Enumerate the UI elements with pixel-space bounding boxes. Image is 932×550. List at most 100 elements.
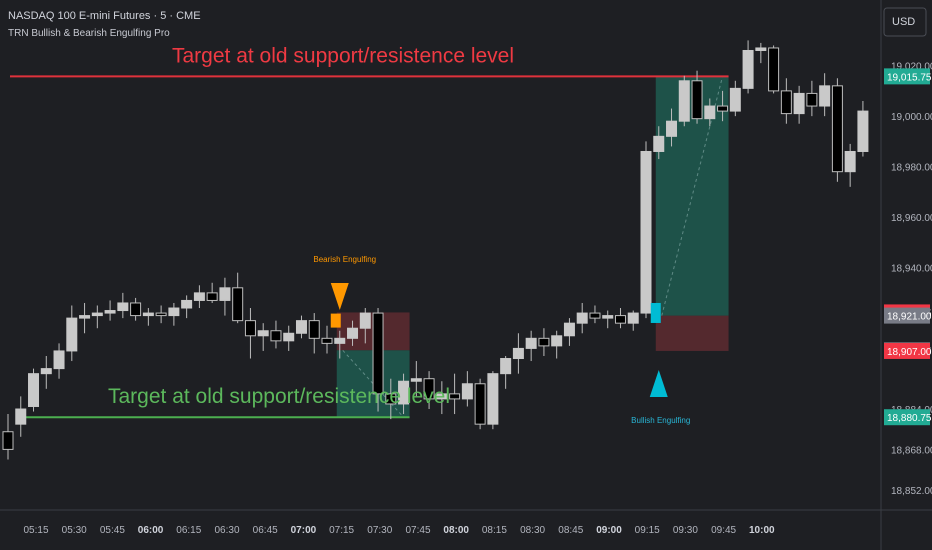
bullish-candle-body bbox=[296, 321, 306, 334]
time-tick-label: 05:30 bbox=[62, 525, 87, 536]
bullish-candle-body bbox=[182, 300, 192, 308]
time-tick-label: 08:15 bbox=[482, 525, 507, 536]
candle[interactable] bbox=[641, 141, 651, 318]
bullish-candle-body bbox=[105, 311, 115, 314]
time-tick-label: 09:30 bbox=[673, 525, 698, 536]
bearish-candle-body bbox=[615, 316, 625, 324]
bullish-candle-body bbox=[628, 313, 638, 323]
symbol-title[interactable]: NASDAQ 100 E-mini Futures · 5 · CME bbox=[8, 10, 201, 23]
bullish-candle-body bbox=[743, 50, 753, 88]
candle[interactable] bbox=[488, 371, 498, 429]
price-tick-label: 19,000.00 bbox=[891, 112, 932, 123]
time-tick-label: 09:45 bbox=[711, 525, 736, 536]
candle[interactable] bbox=[679, 76, 689, 126]
bearish-candle-body bbox=[590, 313, 600, 318]
bearish-candle-body bbox=[539, 338, 549, 346]
price-label-text: 19,015.75 bbox=[887, 72, 932, 83]
bullish-candle-body bbox=[220, 288, 230, 301]
bullish-candle-body bbox=[284, 333, 294, 341]
time-tick-label: 06:15 bbox=[176, 525, 201, 536]
candle[interactable] bbox=[832, 78, 842, 182]
bullish-candle-body bbox=[820, 86, 830, 106]
bullish-candle-body bbox=[577, 313, 587, 323]
bullish-candle-body bbox=[360, 313, 370, 328]
bullish-candle-body bbox=[513, 348, 523, 358]
bullish-candle-body bbox=[730, 88, 740, 111]
bullish-candle-body bbox=[564, 323, 574, 336]
bearish-candle-body bbox=[271, 331, 281, 341]
bearish-candle-body bbox=[781, 91, 791, 114]
price-label-text: 18,921.00 bbox=[887, 312, 932, 323]
indicator-title[interactable]: TRN Bullish & Bearish Engulfing Pro bbox=[8, 28, 201, 40]
currency-label[interactable]: USD bbox=[892, 16, 915, 28]
bullish-candle-body bbox=[488, 374, 498, 424]
bullish-candle-body bbox=[679, 81, 689, 121]
bullish-candle-body bbox=[411, 379, 421, 382]
bullish-candle-body bbox=[80, 316, 90, 319]
target-label-top: Target at old support/resistence level bbox=[172, 44, 514, 67]
bullish-candle-body bbox=[667, 121, 677, 136]
bearish-candle-body bbox=[807, 93, 817, 106]
bullish-candle-body bbox=[118, 303, 128, 311]
price-tick-label: 18,868.00 bbox=[891, 445, 932, 456]
bullish-candle-body bbox=[858, 111, 868, 151]
bullish-candle-body bbox=[552, 336, 562, 346]
bullish-candle-body bbox=[41, 369, 51, 374]
price-tick-label: 18,940.00 bbox=[891, 264, 932, 275]
bullish-candle-body bbox=[16, 409, 26, 424]
bearish-candle-body bbox=[769, 48, 779, 91]
time-tick-label: 08:45 bbox=[558, 525, 583, 536]
bearish-candle-body bbox=[475, 384, 485, 424]
bullish-candle-body bbox=[641, 151, 651, 313]
bullish-candle-body bbox=[194, 293, 204, 301]
bullish-candle-body bbox=[603, 316, 613, 319]
time-tick-label: 10:00 bbox=[749, 525, 775, 536]
chart-legend: NASDAQ 100 E-mini Futures · 5 · CME TRN … bbox=[8, 10, 201, 40]
bullish-candle-body bbox=[29, 374, 39, 407]
bullish-candle-body bbox=[756, 48, 766, 51]
bullish-candle-body bbox=[348, 328, 358, 338]
stop-loss-box bbox=[656, 316, 729, 351]
bearish-candle-body bbox=[309, 321, 319, 339]
bearish-candle-body bbox=[322, 338, 332, 343]
bearish-candle-body bbox=[832, 86, 842, 172]
bullish-candle-body bbox=[258, 331, 268, 336]
bullish-candle-body bbox=[169, 308, 179, 316]
bullish-engulfing-label: Bullish Engulfing bbox=[631, 416, 690, 425]
price-tick-label: 18,980.00 bbox=[891, 163, 932, 174]
time-tick-label: 06:30 bbox=[214, 525, 239, 536]
bullish-candle-body bbox=[501, 359, 511, 374]
bearish-candle-body bbox=[718, 106, 728, 111]
time-tick-label: 09:15 bbox=[635, 525, 660, 536]
bearish-signal-candle bbox=[331, 314, 341, 328]
bearish-candle-body bbox=[245, 321, 255, 336]
time-tick-label: 05:15 bbox=[23, 525, 48, 536]
price-label-text: 18,880.75 bbox=[887, 413, 932, 424]
time-tick-label: 09:00 bbox=[596, 525, 622, 536]
bearish-candle-body bbox=[131, 303, 141, 316]
bullish-candle-body bbox=[526, 338, 536, 348]
bullish-candle-body bbox=[794, 93, 804, 113]
time-tick-label: 05:45 bbox=[100, 525, 125, 536]
candle[interactable] bbox=[475, 379, 485, 429]
time-tick-label: 06:45 bbox=[253, 525, 278, 536]
time-tick-label: 08:00 bbox=[443, 525, 469, 536]
time-tick-label: 06:00 bbox=[138, 525, 164, 536]
bearish-candle-body bbox=[373, 313, 383, 394]
bullish-candle-body bbox=[705, 106, 715, 119]
price-label-text: 18,907.00 bbox=[887, 347, 932, 358]
time-tick-label: 07:15 bbox=[329, 525, 354, 536]
bullish-signal-candle bbox=[651, 303, 661, 323]
candle[interactable] bbox=[29, 369, 39, 412]
bearish-candle-body bbox=[450, 394, 460, 399]
candle[interactable] bbox=[769, 45, 779, 93]
bullish-candle-body bbox=[335, 338, 345, 343]
bullish-candle-body bbox=[143, 313, 153, 316]
bullish-candle-body bbox=[845, 151, 855, 171]
target-label-bottom: Target at old support/resistence level bbox=[108, 385, 450, 408]
bearish-candle-body bbox=[233, 288, 243, 321]
bearish-candle-body bbox=[692, 81, 702, 119]
price-axis: USD19,020.0019,000.0018,980.0018,960.001… bbox=[884, 8, 932, 497]
